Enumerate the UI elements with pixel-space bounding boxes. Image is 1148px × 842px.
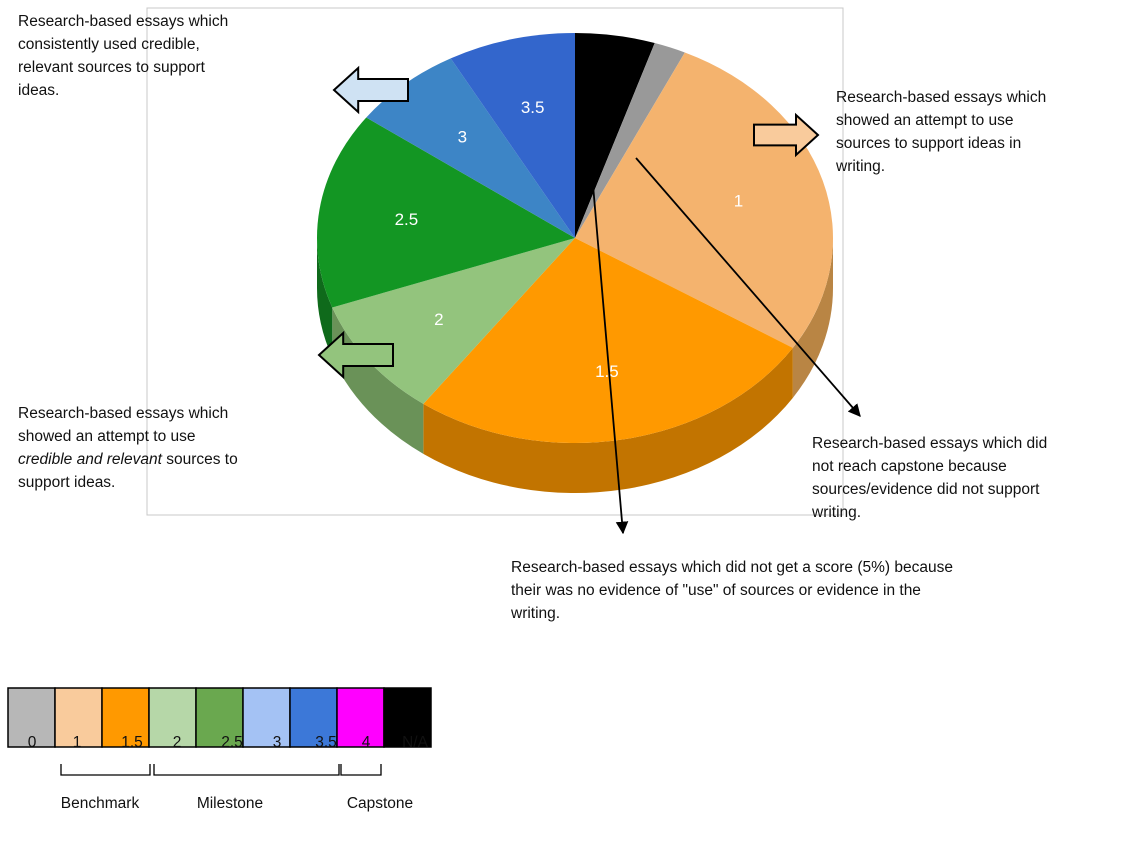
- legend-swatch-0: [7, 687, 56, 748]
- pie-slice-0: [575, 43, 685, 238]
- bracket-capstone: [340, 764, 382, 776]
- annotation-not-capstone: Research-based essays which did not reac…: [812, 432, 1148, 524]
- pie-label-2: 2: [434, 310, 443, 329]
- annotation-no-score: Research-based essays which did not get …: [511, 556, 953, 625]
- block-arrow-capstone: [332, 65, 409, 115]
- annotation-capstone: Research-based essays which consistently…: [18, 10, 228, 102]
- pie-slice-2.5: [316, 117, 575, 308]
- annotation-italic: credible and relevant: [18, 451, 162, 468]
- annotation-line: writing.: [836, 158, 886, 175]
- pie-tops: [316, 33, 834, 443]
- leader-line-no-score: [592, 184, 629, 535]
- annotation-line: their was no evidence of "use" of source…: [511, 582, 921, 599]
- pie-labels: 1 1.5 2 2.5 3 3.5: [395, 98, 744, 381]
- annotation-line: writing.: [812, 504, 862, 521]
- legend-label: N/A: [402, 734, 428, 751]
- pie-side-1: [792, 238, 833, 398]
- annotation-line: consistently used credible,: [18, 36, 200, 53]
- legend-swatch-4: [336, 687, 385, 748]
- annotation-line: showed an attempt to use: [18, 428, 196, 445]
- legend-swatch-2: [148, 687, 197, 748]
- annotation-line: support ideas.: [18, 474, 116, 491]
- leader-line-not-capstone: [635, 157, 861, 417]
- legend-label: 0: [27, 734, 37, 751]
- legend-label: 1: [72, 734, 82, 751]
- annotation-line: Research-based essays which: [18, 405, 229, 422]
- block-arrow-benchmark: [753, 112, 820, 158]
- legend-swatch-N/A: [383, 687, 432, 748]
- annotation-text: sources to: [161, 451, 238, 468]
- annotation-line: sources/evidence did not support: [812, 481, 1040, 498]
- annotation-line: ideas.: [18, 82, 60, 99]
- bracket-benchmark: [60, 764, 151, 776]
- annotation-benchmark: Research-based essays which showed an at…: [836, 86, 1046, 178]
- legend-label: 2: [172, 734, 182, 751]
- leader-lines: [592, 157, 861, 535]
- legend-group-milestone: Milestone: [196, 795, 264, 812]
- pie-slice-N/A: [575, 33, 655, 238]
- legend: [7, 687, 432, 776]
- pie-side-1.5: [423, 347, 793, 494]
- legend-swatch-3: [242, 687, 291, 748]
- pie-side-2.5: [317, 238, 333, 358]
- legend-label: 1.5: [121, 734, 143, 751]
- legend-label: 3: [272, 734, 282, 751]
- chart-frame: [146, 7, 844, 516]
- block-arrow-milestone: [317, 330, 394, 380]
- pie-label-1.5: 1.5: [595, 362, 619, 381]
- annotation-line: sources to support ideas in: [836, 135, 1022, 152]
- annotation-line: writing.: [511, 605, 561, 622]
- legend-label: 4: [361, 734, 371, 751]
- annotation-line: not reach capstone because: [812, 458, 1007, 475]
- legend-label: 3.5: [315, 734, 337, 751]
- pie-slice-1.5: [423, 238, 793, 443]
- pie-label-1: 1: [734, 191, 743, 210]
- pie-sides: [317, 238, 833, 494]
- legend-group-benchmark: Benchmark: [60, 795, 140, 812]
- annotation-line: Research-based essays which did not get …: [511, 559, 953, 576]
- annotation-milestone: Research-based essays which showed an at…: [18, 402, 238, 494]
- bracket-milestone: [153, 764, 340, 776]
- pie-side-2: [332, 307, 424, 454]
- annotation-line: showed an attempt to use: [836, 112, 1014, 129]
- pie-label-3.5: 3.5: [521, 98, 545, 117]
- annotation-line: Research-based essays which: [836, 89, 1047, 106]
- block-arrows: [317, 65, 820, 380]
- annotation-line: Research-based essays which: [18, 13, 229, 30]
- annotation-line: Research-based essays which did: [812, 435, 1048, 452]
- annotation-line-mixed: credible and relevant sources to: [18, 448, 238, 471]
- pie-slice-3: [366, 58, 575, 238]
- annotation-line: relevant sources to support: [18, 59, 205, 76]
- pie-slice-3.5: [450, 33, 575, 238]
- legend-group-capstone: Capstone: [346, 795, 414, 812]
- legend-label: 2.5: [221, 734, 243, 751]
- pie-label-3: 3: [458, 128, 467, 147]
- pie-label-2.5: 2.5: [395, 210, 419, 229]
